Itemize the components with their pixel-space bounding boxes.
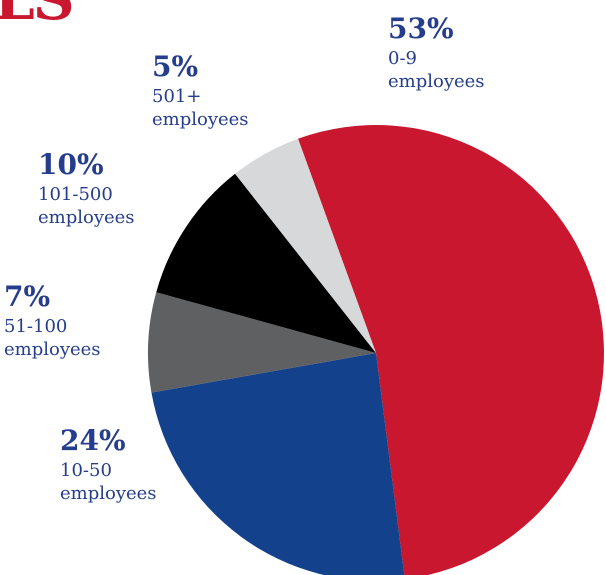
label-slice-101-500: 10% 101-500 employees: [38, 148, 188, 230]
slice-range: 10-50: [60, 459, 112, 481]
header-title-fragment: LS: [0, 0, 75, 28]
pie-slice-51-100: [147, 292, 376, 393]
slice-percent: 24%: [60, 424, 126, 457]
label-slice-501-plus: 5% 501+ employees: [152, 50, 288, 132]
pie-slice-10-50: [151, 353, 405, 575]
slice-percent: 10%: [38, 148, 104, 181]
slice-unit: employees: [152, 109, 249, 131]
slice-unit: employees: [38, 207, 135, 229]
slice-percent: 7%: [4, 280, 51, 313]
label-slice-0-9: 53% 0-9 employees: [388, 12, 538, 94]
slice-unit: employees: [388, 71, 485, 93]
label-slice-10-50: 24% 10-50 employees: [60, 424, 210, 506]
slice-unit: employees: [4, 339, 101, 361]
slice-percent: 53%: [388, 12, 454, 45]
pie-slice-501-plus: [235, 138, 376, 353]
pie-slice-0-9: [298, 125, 604, 575]
slice-range: 501+: [152, 85, 202, 107]
pie-slice-101-500: [156, 173, 376, 353]
slice-range: 51-100: [4, 315, 68, 337]
slice-percent: 5%: [152, 50, 199, 83]
slice-range: 101-500: [38, 183, 113, 205]
label-slice-51-100: 7% 51-100 employees: [4, 280, 154, 362]
slice-unit: employees: [60, 483, 157, 505]
slice-range: 0-9: [388, 47, 417, 69]
